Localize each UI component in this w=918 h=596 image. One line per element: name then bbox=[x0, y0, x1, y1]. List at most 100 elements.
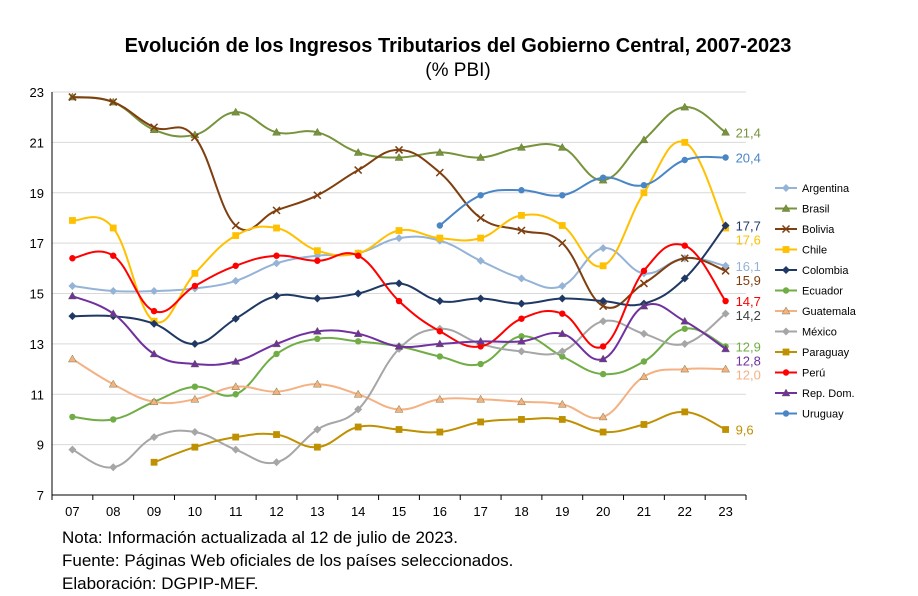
data-point-ecuador bbox=[191, 383, 199, 390]
data-point-peru bbox=[273, 252, 280, 259]
data-point-peru bbox=[110, 252, 117, 259]
data-point-peru bbox=[477, 343, 484, 350]
x-tick-label: 22 bbox=[678, 504, 692, 519]
legend-item: Rep. Dom. bbox=[775, 388, 855, 400]
y-tick-label: 13 bbox=[30, 337, 44, 352]
x-tick-label: 12 bbox=[269, 504, 283, 519]
x-tick-label: 15 bbox=[392, 504, 406, 519]
legend-item: Argentina bbox=[775, 183, 850, 195]
y-tick-label: 19 bbox=[30, 186, 44, 201]
end-labels: 21,4 20,4 17,717,6 16,115,9 14,714,2 12,912,8… bbox=[736, 125, 761, 437]
data-point-mexico bbox=[150, 433, 159, 442]
data-point-mexico bbox=[558, 347, 567, 356]
end-label: 12,8 bbox=[736, 353, 761, 368]
data-point-guatemala bbox=[517, 397, 526, 406]
data-point-bolivia-stroke bbox=[150, 123, 159, 132]
x-tick-label: 20 bbox=[596, 504, 610, 519]
data-point-mexico bbox=[680, 339, 689, 348]
data-point-brasil bbox=[313, 127, 322, 136]
grid bbox=[52, 91, 746, 496]
data-point-argentina bbox=[476, 256, 485, 265]
y-tick-label: 9 bbox=[37, 438, 44, 453]
data-point-chile bbox=[191, 269, 199, 277]
data-point-uruguay bbox=[640, 181, 648, 189]
legend-marker bbox=[782, 327, 790, 336]
end-label: 17,7 bbox=[736, 218, 761, 233]
y-tick-label: 7 bbox=[37, 488, 44, 503]
data-point-colombia bbox=[476, 294, 485, 303]
chart-title: Evolución de los Ingresos Tributarios de… bbox=[125, 35, 792, 57]
data-point-ecuador bbox=[599, 370, 607, 378]
data-point-guatemala bbox=[476, 394, 485, 403]
data-point-uruguay bbox=[518, 187, 525, 194]
data-point-mexico bbox=[517, 347, 526, 356]
data-point-colombia bbox=[395, 279, 403, 288]
data-point-chile bbox=[232, 232, 240, 239]
data-point-colombia bbox=[313, 294, 322, 303]
data-point-ecuador bbox=[681, 325, 688, 332]
data-point-mexico bbox=[109, 463, 118, 472]
x-tick-label: 09 bbox=[147, 504, 161, 519]
data-point-bolivia bbox=[639, 279, 648, 288]
data-point-paraguay bbox=[232, 433, 240, 441]
x-tick-label: 21 bbox=[637, 504, 651, 519]
data-point-peru bbox=[599, 343, 607, 350]
data-point-paraguay bbox=[354, 423, 362, 431]
legend-item: Perú bbox=[775, 368, 825, 380]
data-point-guatemala bbox=[353, 389, 363, 398]
data-point-colombia bbox=[190, 339, 199, 348]
legend-label: México bbox=[802, 327, 837, 339]
data-point-brasil bbox=[353, 148, 363, 156]
data-point-guatemala bbox=[598, 412, 608, 421]
data-point-paraguay bbox=[599, 428, 607, 436]
data-point-bolivia-stroke bbox=[109, 98, 118, 107]
data-point-rep-dom bbox=[68, 291, 77, 300]
data-point-colombia bbox=[435, 297, 444, 306]
data-point-uruguay bbox=[722, 154, 729, 161]
end-label: 17,6 bbox=[736, 232, 761, 247]
data-point-colombia bbox=[558, 294, 567, 303]
data-point-ecuador bbox=[640, 358, 648, 365]
data-point-paraguay bbox=[558, 416, 566, 423]
end-label: 16,1 bbox=[736, 259, 761, 274]
data-point-bolivia bbox=[476, 213, 485, 222]
legend-label: Ecuador bbox=[802, 286, 843, 298]
legend-label: Guatemala bbox=[802, 306, 857, 318]
data-point-bolivia bbox=[435, 168, 444, 177]
data-point-bolivia bbox=[721, 266, 730, 275]
data-point-brasil bbox=[394, 153, 404, 161]
series-line-paraguay bbox=[153, 410, 727, 464]
legend-marker bbox=[782, 369, 790, 376]
legend-label: Paraguay bbox=[802, 347, 850, 359]
data-point-paraguay bbox=[518, 416, 525, 423]
data-point-colombia bbox=[354, 289, 363, 298]
data-point-ecuador bbox=[69, 413, 76, 421]
series-line-uruguay bbox=[439, 155, 726, 227]
data-point-mexico bbox=[721, 309, 730, 318]
data-point-uruguay bbox=[599, 174, 607, 181]
data-point-peru bbox=[69, 255, 76, 262]
series-line-brasil bbox=[72, 96, 727, 182]
data-point-uruguay bbox=[681, 156, 688, 164]
legend-marker bbox=[782, 287, 790, 294]
legend-label: Argentina bbox=[802, 183, 850, 195]
data-point-argentina bbox=[558, 281, 567, 290]
legend-item: México bbox=[775, 327, 837, 339]
data-point-rep-dom bbox=[517, 336, 526, 345]
data-point-brasil bbox=[721, 127, 730, 136]
data-point-peru bbox=[395, 297, 403, 305]
data-point-mexico bbox=[313, 425, 322, 434]
data-point-rep-dom bbox=[476, 336, 485, 345]
data-point-guatemala bbox=[190, 394, 200, 403]
end-label: 12,0 bbox=[736, 367, 761, 382]
legend-item: Guatemala bbox=[775, 306, 857, 318]
data-point-rep-dom bbox=[313, 326, 322, 335]
data-point-peru bbox=[232, 262, 239, 269]
data-point-rep-dom bbox=[435, 339, 445, 348]
credit-line: Elaboración: DGPIP-MEF. bbox=[62, 574, 259, 593]
y-tick-label: 11 bbox=[31, 387, 45, 402]
x-tick-label: 16 bbox=[433, 504, 447, 519]
data-point-brasil bbox=[639, 135, 649, 144]
x-tick-label: 18 bbox=[514, 504, 528, 519]
data-point-rep-dom bbox=[680, 316, 690, 325]
